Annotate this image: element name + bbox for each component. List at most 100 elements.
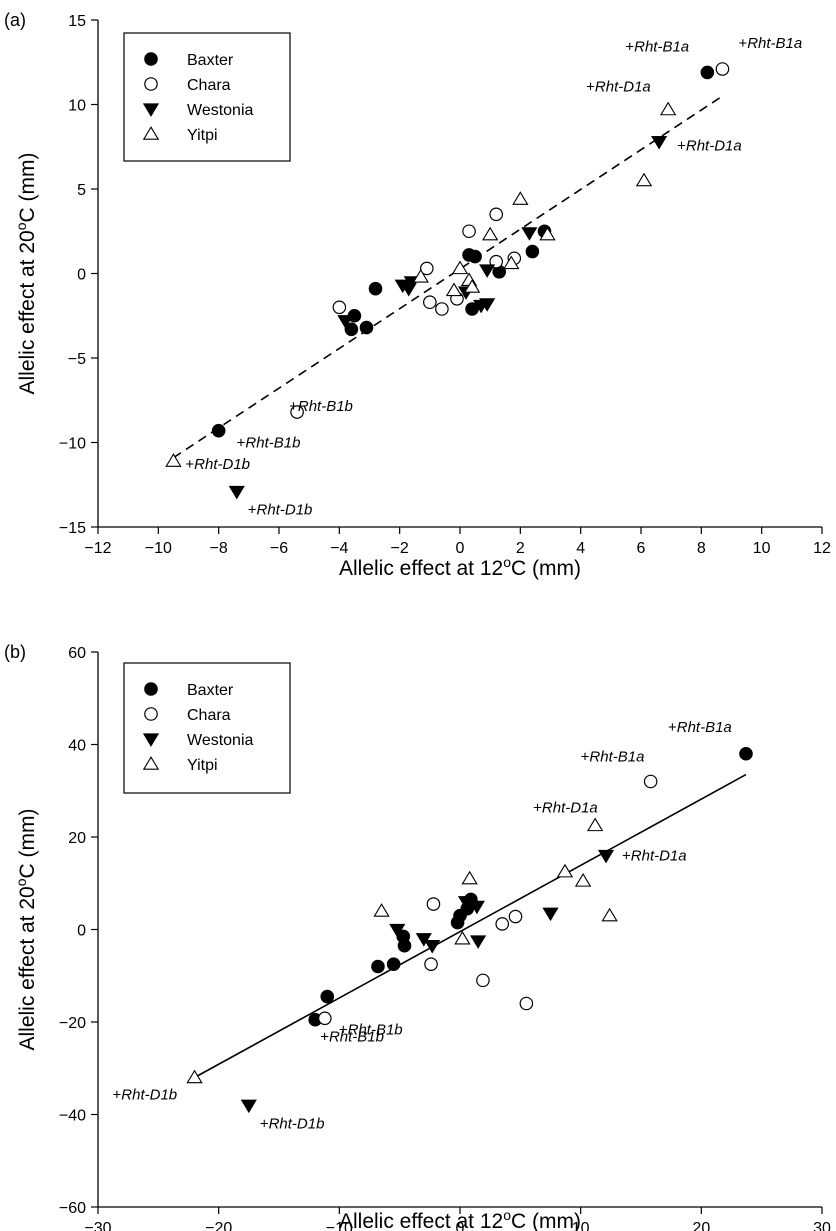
x-tick-label: 10 [572, 1220, 590, 1231]
legend-label: Chara [187, 707, 231, 724]
x-tick-label: −2 [391, 540, 409, 557]
annotation-label: +Rht-D1a [586, 79, 651, 96]
data-point [332, 300, 347, 315]
data-point [481, 226, 499, 241]
x-tick-label: 8 [697, 540, 706, 557]
legend-marker [144, 77, 158, 91]
data-point [454, 930, 471, 945]
series-chara [290, 62, 730, 419]
data-point [462, 224, 476, 239]
legend-label: Yitpi [187, 757, 218, 774]
data-point [435, 302, 449, 316]
x-tick-label: −12 [84, 540, 111, 557]
series-yitpi [186, 817, 618, 1084]
x-tick-label: −10 [145, 540, 172, 557]
annotation-label: +Rht-D1b [113, 1087, 178, 1104]
data-point [240, 1099, 257, 1114]
data-point [463, 279, 481, 293]
data-point [344, 322, 359, 337]
series-westonia [228, 135, 668, 500]
data-point [415, 933, 432, 947]
y-tick-label: 60 [68, 645, 86, 662]
legend-label: Chara [187, 77, 231, 94]
data-point [412, 268, 429, 283]
legend: Baxter Chara Westonia Yitpi [123, 32, 291, 162]
legend-marker [144, 682, 158, 696]
data-point [423, 295, 437, 310]
series-chara [318, 774, 658, 1026]
y-tick-label: −5 [68, 351, 86, 368]
data-point [420, 261, 434, 276]
y-tick-label: 15 [68, 13, 86, 30]
data-point [495, 917, 510, 931]
data-point [386, 957, 401, 971]
data-point [643, 774, 658, 789]
legend-label: Yitpi [187, 127, 218, 144]
data-point [461, 870, 478, 885]
data-point [508, 909, 523, 924]
data-point [715, 62, 730, 76]
y-tick-label: −15 [59, 520, 86, 537]
annotation-label: +Rht-D1a [533, 799, 598, 816]
annotation-label: +Rht-B1b [320, 1029, 384, 1046]
series-baxter [211, 65, 715, 438]
data-point [320, 989, 335, 1004]
data-point [290, 405, 304, 419]
annotation-label: +Rht-B1a [625, 38, 689, 55]
data-point [426, 897, 441, 911]
data-point [479, 298, 496, 312]
data-point [597, 849, 615, 864]
data-point [651, 135, 668, 150]
data-point [601, 907, 618, 922]
series-yitpi [165, 101, 677, 467]
legend-marker [142, 756, 160, 770]
y-tick-label: −40 [59, 1108, 86, 1125]
annotation-label: +Rht-B1b [289, 398, 353, 415]
y-axis-label: Allelic effect at 20oC (mm) [13, 153, 39, 395]
legend-marker [144, 52, 158, 66]
data-point [512, 191, 529, 205]
data-point [211, 423, 226, 438]
data-point [556, 863, 574, 878]
legend-label: Westonia [187, 102, 254, 119]
data-point [373, 903, 390, 917]
y-tick-label: 0 [77, 923, 86, 940]
data-point [451, 260, 469, 275]
panel-a: (a) −12 −10 −8 −6 −4 −2 0 2 4 6 8 10 12 −15 −10 −5 0 5 10 15… [4, 10, 831, 580]
data-point [659, 101, 677, 116]
x-tick-label: −20 [205, 1220, 232, 1231]
trend-line [172, 95, 723, 459]
x-tick-label: 30 [813, 1220, 831, 1231]
data-point [479, 264, 496, 278]
data-point [542, 907, 559, 922]
x-tick-label: −4 [330, 540, 348, 557]
data-point [468, 900, 485, 915]
annotation-label: +Rht-B1b [237, 435, 301, 452]
x-tick-label: 20 [692, 1220, 710, 1231]
x-tick-label: −6 [270, 540, 288, 557]
annotation-label: +Rht-D1a [677, 138, 742, 155]
legend-label: Westonia [187, 732, 254, 749]
series-baxter [308, 746, 753, 1027]
x-tick-label: 2 [516, 540, 525, 557]
legend-marker [144, 707, 158, 721]
x-axis-label: Allelic effect at 12oC (mm) [339, 554, 581, 580]
data-point [228, 485, 245, 500]
panel-label: (b) [4, 642, 26, 662]
annotation-label: +Rht-D1b [260, 1115, 325, 1132]
x-tick-label: −30 [84, 1220, 111, 1231]
data-point [318, 1011, 332, 1026]
data-point [586, 817, 604, 832]
data-point [503, 255, 520, 270]
data-point [700, 65, 715, 80]
data-point [468, 249, 482, 264]
data-point [457, 896, 475, 910]
y-axis-label: Allelic effect at 20oC (mm) [13, 809, 39, 1051]
legend: Baxter Chara Westonia Yitpi [123, 662, 291, 794]
data-point [470, 935, 487, 949]
series-westonia [240, 849, 615, 1114]
y-tick-label: −20 [59, 1015, 86, 1032]
data-point [574, 873, 592, 887]
y-tick-label: 40 [68, 738, 86, 755]
data-point [424, 940, 441, 954]
